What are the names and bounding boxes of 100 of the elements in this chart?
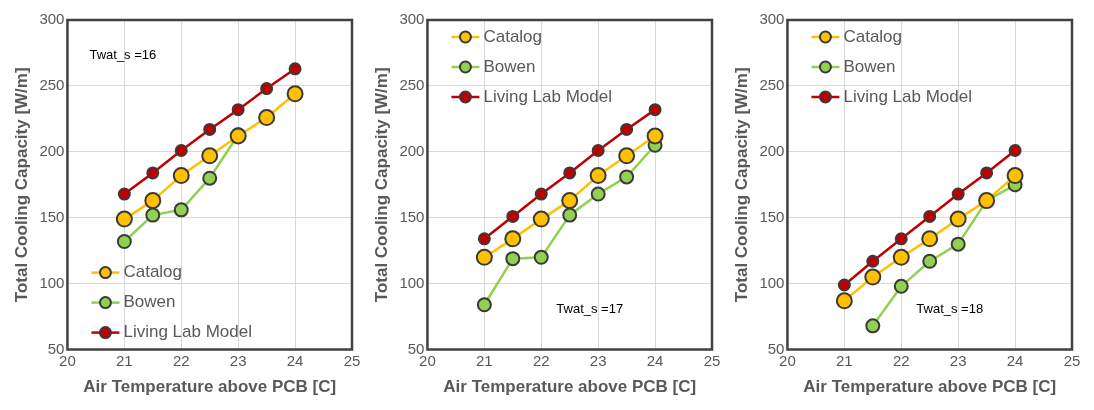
x-axis-title: Air Temperature above PCB [C] [443,377,697,397]
y-tick-label: 50 [767,339,785,357]
point [116,233,132,249]
point [648,103,662,117]
point [590,186,606,202]
point [260,82,274,96]
legend-label: Catalog [123,262,183,282]
point [923,209,937,223]
point [589,167,607,185]
point [646,127,664,145]
x-axis-title: Air Temperature above PCB [C] [83,377,337,397]
point [563,166,577,180]
point [951,187,965,201]
point [950,236,966,252]
x-tick-label: 24 [1006,351,1024,369]
point [894,232,908,246]
point [115,210,133,228]
annotation: Twat_s =16 [89,46,157,62]
legend-label: Living Lab Model [843,86,972,106]
legend-label: Living Lab Model [483,86,612,106]
point [835,292,853,310]
y-tick-label: 100 [39,273,65,291]
point [562,207,578,223]
point [475,248,493,266]
y-axis-title: Total Cooling Capacity [W/m] [731,67,751,303]
annotation: Twat_s =17 [556,301,624,317]
x-tick-label: 25 [1063,351,1081,369]
y-tick-label: 300 [759,10,785,28]
y-tick-label: 250 [759,76,785,94]
y-tick-label: 50 [47,339,65,357]
y-tick-label: 250 [39,76,65,94]
legend-label: Living Lab Model [123,322,252,342]
y-tick-label: 200 [399,141,425,159]
point [866,254,880,268]
x-tick-label: 24 [646,351,664,369]
y-tick-label: 100 [759,273,785,291]
point [619,169,635,185]
point [286,85,304,103]
point [174,144,188,158]
point [534,187,548,201]
x-tick-label: 22 [532,351,550,369]
point [258,109,276,127]
point [921,230,939,248]
point [591,144,605,158]
point [288,62,302,76]
x-tick-label: 23 [949,351,967,369]
y-tick-label: 200 [759,141,785,159]
point [505,251,521,267]
point [949,210,967,228]
point [1008,144,1022,158]
x-tick-label: 22 [172,351,190,369]
point [173,202,189,218]
x-tick-label: 23 [589,351,607,369]
point [561,192,579,210]
y-tick-label: 150 [759,207,785,225]
y-axis-title: Total Cooling Capacity [W/m] [371,67,391,303]
legend-label: Bowen [843,56,896,76]
x-tick-label: 21 [476,351,493,369]
point [532,210,550,228]
point [202,170,218,186]
x-tick-label: 23 [229,351,247,369]
x-tick-label: 25 [343,351,361,369]
point [144,192,162,210]
annotation: Twat_s =18 [916,301,984,317]
point [892,248,910,266]
point [146,166,160,180]
point [504,230,522,248]
y-tick-label: 150 [399,207,425,225]
point [476,297,492,313]
x-tick-label: 21 [836,351,853,369]
y-tick-label: 150 [39,207,65,225]
y-tick-label: 200 [39,141,65,159]
legend-label: Bowen [483,56,536,76]
y-tick-label: 100 [399,273,425,291]
point [864,268,882,286]
point [477,232,491,246]
point [203,122,217,136]
point [893,278,909,294]
x-tick-label: 21 [116,351,133,369]
legend-label: Bowen [123,292,176,312]
point [922,253,938,269]
point [533,249,549,265]
x-tick-label: 25 [703,351,721,369]
x-tick-label: 24 [286,351,304,369]
y-tick-label: 300 [399,10,425,28]
y-tick-label: 300 [39,10,65,28]
point [231,103,245,117]
y-tick-label: 50 [407,339,425,357]
point [980,166,994,180]
x-axis-title: Air Temperature above PCB [C] [803,377,1057,397]
y-axis-title: Total Cooling Capacity [W/m] [11,67,31,303]
point [865,318,881,334]
point [620,122,634,136]
point [172,167,190,185]
point [145,207,161,223]
point [837,278,851,292]
legend-label: Catalog [843,26,903,46]
point [618,147,636,165]
y-tick-label: 250 [399,76,425,94]
x-tick-label: 22 [892,351,910,369]
